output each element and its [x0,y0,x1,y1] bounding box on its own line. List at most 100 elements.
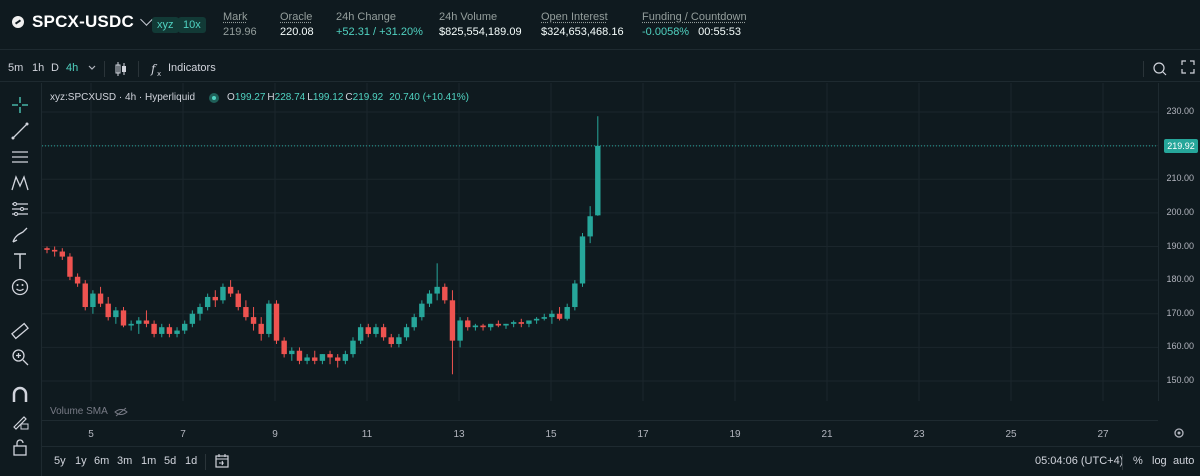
stat-24h-volume: 24h Volume $825,554,189.09 [439,11,522,38]
candle-body [380,327,387,338]
y-tick-label: 210.00 [1166,173,1194,184]
range-1m[interactable]: 1m [141,455,157,467]
x-tick-label: 23 [913,429,925,440]
chevron-down-icon[interactable] [88,65,96,71]
stat-label: 24h Change [336,11,396,23]
toolbar-divider [1143,61,1144,77]
legend-close: 219.92 [352,92,384,103]
stat-label[interactable]: Open Interest [541,11,608,23]
price-chart[interactable] [42,83,1158,401]
candle-body [357,327,364,341]
y-tick-label: 200.00 [1166,206,1194,217]
eye-off-icon[interactable] [114,407,128,417]
candle-body [388,337,394,345]
candle-body [595,145,601,216]
candle-body [143,320,150,324]
candles-icon[interactable] [113,61,129,77]
brush-icon[interactable] [10,225,30,245]
stat-value: -0.0058% [642,26,690,38]
candle-body [541,317,547,319]
interval-1h[interactable]: 1h [32,62,45,74]
candle-body [472,325,479,328]
percent-toggle[interactable]: % [1133,455,1143,467]
candle-body [350,340,356,355]
crosshair-icon[interactable] [10,95,30,115]
go-to-date-icon[interactable] [214,453,230,469]
legend-high: 228.74 [274,92,306,103]
text-icon[interactable] [10,251,30,271]
candle-body [250,317,257,324]
stat-label[interactable]: Oracle [280,11,313,23]
candle-body [166,327,173,334]
range-6m[interactable]: 6m [94,455,110,467]
auto-toggle[interactable]: auto [1173,455,1195,467]
y-tick-label: 160.00 [1166,341,1194,352]
candle-body [488,323,494,328]
candle-body [403,327,410,338]
stat-value: $324,653,468.16 [541,26,624,38]
range-5d[interactable]: 5d [164,455,177,467]
settings-gear-icon[interactable] [1172,426,1186,440]
time-axis[interactable]: 5 7 9 11 13 15 17 19 21 23 25 27 [42,420,1158,444]
candle-body [503,323,509,326]
candle-body [510,322,517,324]
fx-icon[interactable]: f x [150,61,164,77]
stat-value: $825,554,189.09 [439,26,522,38]
x-tick-label: 7 [180,429,186,440]
candle-body [128,323,134,326]
candle-body [266,303,272,334]
x-tick-label: 5 [88,429,94,440]
interval-5m[interactable]: 5m [8,62,24,74]
indicators-button[interactable]: Indicators [168,62,216,74]
magnet-icon[interactable] [10,385,30,405]
stat-label[interactable]: Funding / Countdown [642,11,747,23]
x-tick-label: 25 [1005,429,1017,440]
trend-line-icon[interactable] [10,121,30,141]
interval-d[interactable]: D [51,62,59,74]
emoji-icon[interactable] [10,277,30,297]
x-tick-label: 9 [272,429,278,440]
candle-body [587,216,593,237]
funding-countdown: 00:55:53 [698,26,741,38]
candle-body [227,286,234,294]
leverage-badge: 10x [178,17,206,33]
zoom-in-icon[interactable] [10,347,30,367]
range-5y[interactable]: 5y [54,455,66,467]
asset-logo-icon [12,16,24,28]
log-toggle[interactable]: log [1152,455,1167,467]
candle-body [204,296,211,308]
stat-24h-change: 24h Change +52.31 / +31.20% [336,11,423,38]
candle-body [258,323,264,334]
screenshot-icon[interactable] [1152,60,1168,76]
candle-body [564,307,570,319]
fullscreen-icon[interactable] [1181,60,1195,74]
x-tick-label: 13 [453,429,465,440]
stat-label[interactable]: Mark [223,11,248,23]
price-axis[interactable]: 230.00220.00210.00200.00190.00180.00170.… [1158,83,1200,401]
range-1y[interactable]: 1y [75,455,87,467]
candle-body [281,340,287,355]
prediction-icon[interactable] [10,199,30,219]
ruler-icon[interactable] [10,321,30,341]
range-1d[interactable]: 1d [185,455,198,467]
lock-drawing-icon[interactable] [10,411,30,431]
candle-body [44,248,50,250]
lock-icon[interactable] [10,437,30,457]
candle-body [243,307,249,318]
interval-4h[interactable]: 4h [66,62,79,74]
symbol-selector[interactable]: SPCX-USDC [12,12,153,32]
candle-body [212,296,218,301]
stat-mark: Mark 219.96 [223,11,257,38]
fib-retracement-icon[interactable] [10,147,30,167]
y-tick-label: 180.00 [1166,274,1194,285]
candle-body [182,323,188,331]
legend-open: 199.27 [234,92,266,103]
chevron-down-icon[interactable] [140,13,153,26]
toolbar-divider [104,61,105,77]
candle-body [335,357,341,361]
legend-close-label: C [345,92,353,103]
range-3m[interactable]: 3m [117,455,133,467]
legend-low-label: L [307,92,313,103]
clock-time[interactable]: 05:04:06 (UTC+4) [1035,455,1124,467]
pattern-icon[interactable] [10,173,30,193]
